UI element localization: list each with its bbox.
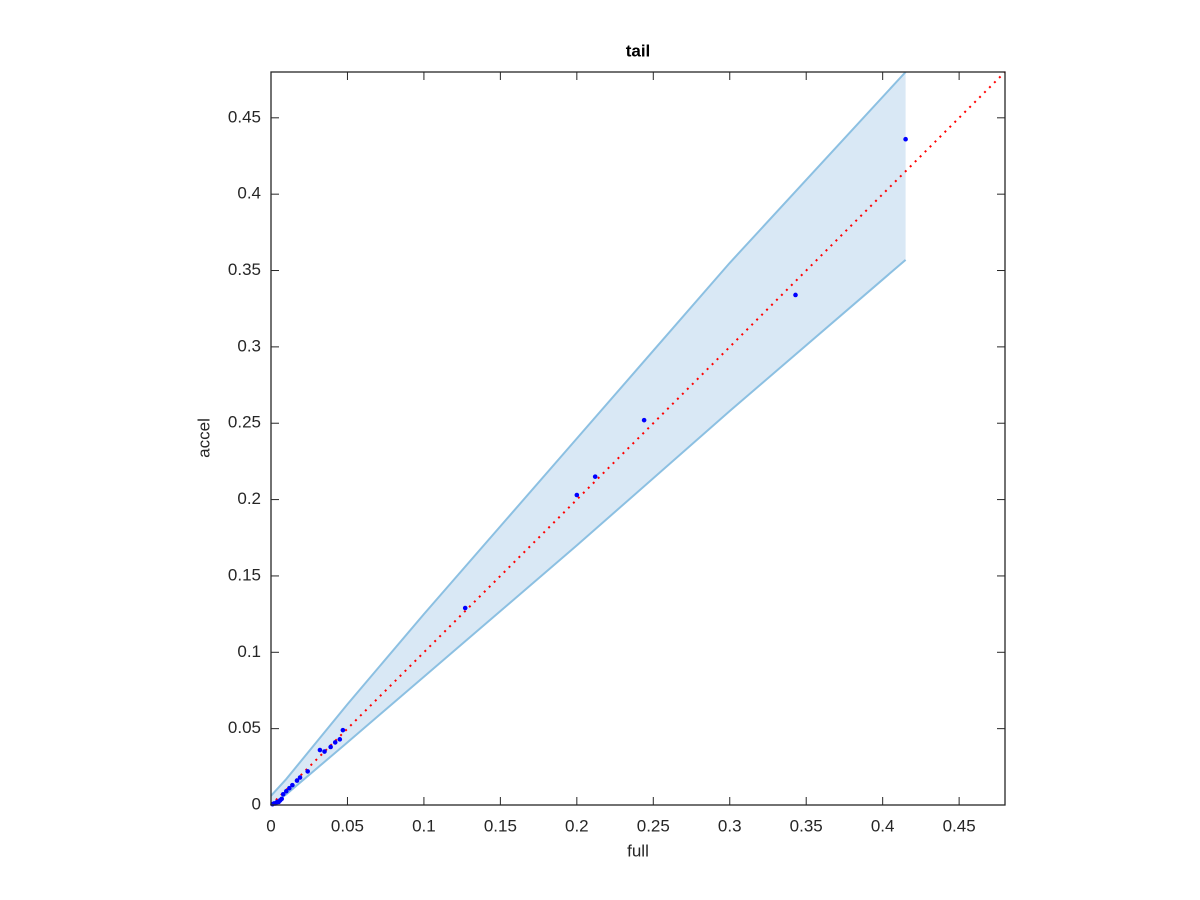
band-lower-edge	[270, 259, 907, 806]
y-tick-label: 0.3	[237, 336, 261, 355]
axes-box	[270, 71, 1006, 806]
data-point	[317, 747, 323, 753]
x-tick-label: 0.25	[637, 816, 670, 835]
x-tick-label: 0.2	[565, 816, 589, 835]
data-point	[287, 785, 292, 791]
x-tick-label: 0.4	[871, 816, 895, 835]
data-point	[294, 778, 300, 783]
y-tick-label: 0.25	[228, 413, 261, 432]
x-tick-label: 0	[266, 816, 275, 835]
x-tick-label: 0.35	[790, 816, 823, 835]
y-tick-label: 0.2	[237, 489, 261, 508]
x-tick-label: 0.3	[718, 816, 742, 835]
band-fill	[271, 72, 906, 805]
y-tick-label: 0.4	[237, 184, 261, 203]
y-tick-label: 0.05	[228, 718, 261, 737]
data-point	[279, 796, 285, 802]
x-tick-label: 0.45	[943, 816, 976, 835]
data-point	[641, 417, 647, 423]
x-tick-label: 0.15	[484, 816, 517, 835]
y-axis-label: accel	[194, 418, 213, 458]
data-point	[337, 737, 343, 742]
data-point	[332, 740, 338, 745]
data-point	[283, 788, 289, 794]
data-point	[903, 136, 908, 142]
chart-title: tail	[626, 41, 651, 60]
y-tick-label: 0.15	[228, 565, 261, 584]
reference-line	[270, 71, 1006, 806]
band-upper-edge	[270, 71, 907, 797]
data-point	[290, 782, 295, 788]
data-point	[322, 749, 327, 754]
data-point	[328, 744, 333, 750]
data-point	[793, 292, 798, 298]
data-point	[574, 492, 580, 498]
x-axis-label: full	[627, 841, 649, 860]
y-tick-label: 0.35	[228, 260, 261, 279]
data-point	[297, 775, 303, 780]
data-point	[280, 792, 286, 797]
x-tick-label: 0.1	[412, 816, 436, 835]
y-tick-label: 0.45	[228, 107, 261, 126]
data-point	[592, 474, 598, 479]
data-point	[305, 769, 311, 774]
x-tick-label: 0.05	[331, 816, 364, 835]
data-point	[340, 727, 346, 733]
y-tick-label: 0.1	[237, 642, 261, 661]
data-point	[462, 605, 468, 611]
y-tick-label: 0	[252, 794, 261, 813]
